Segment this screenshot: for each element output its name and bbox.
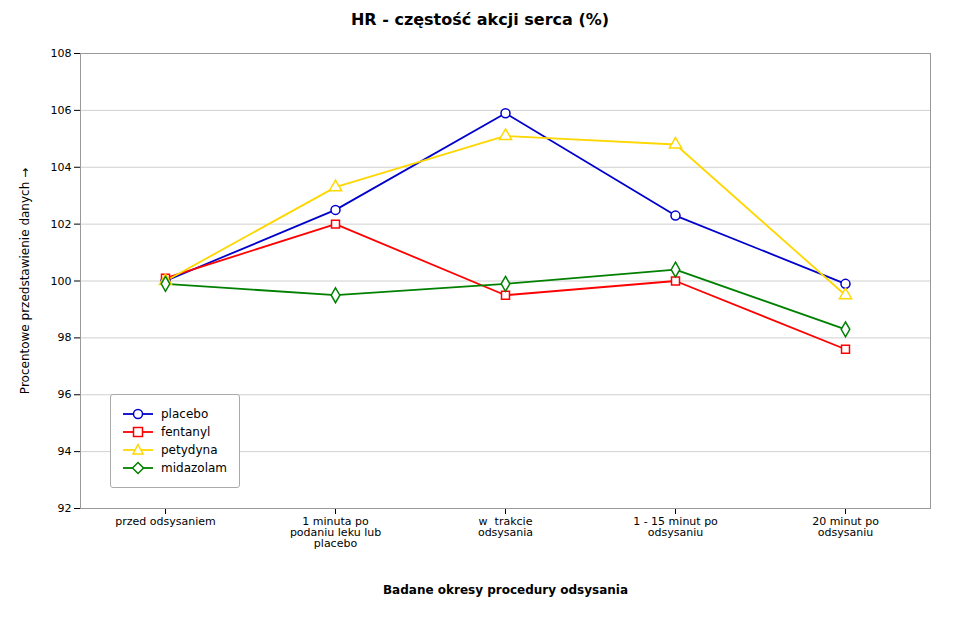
html-text:fentanyl: fentanyl: [161, 425, 211, 439]
svg-text:1 - 15 minut poodsysaniu: 1 - 15 minut poodsysaniu: [633, 515, 718, 539]
html-text:midazolam: midazolam: [161, 461, 227, 475]
svg-text:108: 108: [51, 47, 72, 60]
svg-text:1 minuta popodaniu leku lubpla: 1 minuta popodaniu leku lubplacebo: [290, 515, 381, 550]
html-text:placebo: placebo: [161, 407, 209, 421]
svg-text:104: 104: [51, 161, 72, 174]
svg-text:Badane okresy procedury odsysa: Badane okresy procedury odsysania: [383, 583, 628, 597]
svg-text:100: 100: [51, 275, 72, 288]
svg-text:przed odsysaniem: przed odsysaniem: [115, 515, 215, 528]
html-text:HR - częstość akcji serca (%): HR - częstość akcji serca (%): [350, 10, 610, 29]
svg-text:106: 106: [51, 104, 72, 117]
svg-text:92: 92: [58, 502, 72, 515]
html-text:petydyna: petydyna: [161, 443, 218, 457]
svg-text:w trakcieodsysania: w trakcieodsysania: [478, 515, 533, 539]
svg-text:96: 96: [58, 388, 72, 401]
svg-text:98: 98: [58, 331, 72, 344]
svg-text:Procentowe przedstawienie dany: Procentowe przedstawienie danych →: [18, 168, 32, 394]
svg-text:94: 94: [58, 445, 72, 458]
svg-text:20 minut poodsysaniu: 20 minut poodsysaniu: [812, 515, 879, 539]
svg-text:102: 102: [51, 218, 72, 231]
